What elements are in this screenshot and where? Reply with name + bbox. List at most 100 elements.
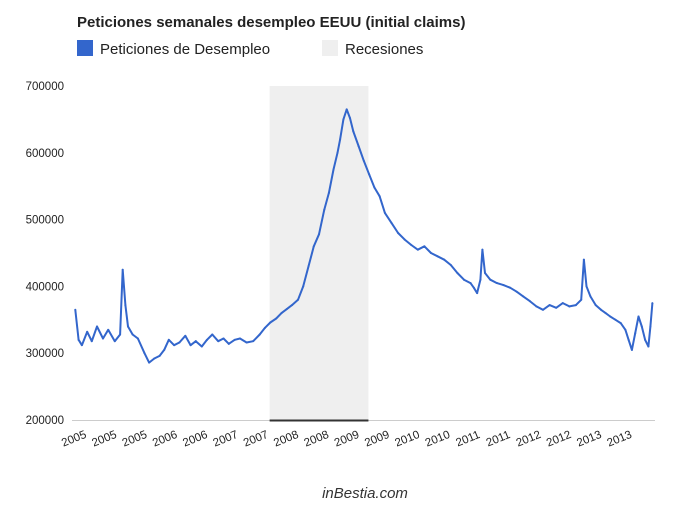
series-0-point-72 xyxy=(449,264,452,267)
x-tick-label-17: 2013 xyxy=(575,429,603,450)
series-0-point-103 xyxy=(614,318,617,321)
x-tick-label-15: 2012 xyxy=(515,429,543,450)
x-tick-label-13: 2011 xyxy=(454,429,481,449)
series-0-point-2 xyxy=(80,344,83,347)
series-0-point-53 xyxy=(342,118,345,121)
x-tick-label-0: 2005 xyxy=(60,429,88,450)
legend-label-recession: Recesiones xyxy=(345,41,423,58)
series-0-point-44 xyxy=(302,285,305,288)
series-0-point-9 xyxy=(119,333,122,336)
chart-title: Peticiones semanales desempleo EEUU (ini… xyxy=(77,14,465,31)
series-0-point-85 xyxy=(515,290,518,293)
series-0-point-95 xyxy=(580,298,583,301)
series-0-point-37 xyxy=(264,326,267,329)
series-0-point-47 xyxy=(318,233,321,236)
series-0-point-67 xyxy=(416,248,419,251)
series-0-point-62 xyxy=(383,211,386,214)
series-0-point-29 xyxy=(217,340,220,343)
series-0-point-63 xyxy=(390,221,393,224)
series-0-point-102 xyxy=(609,315,612,318)
series-0-point-5 xyxy=(96,325,99,328)
series-0-point-60 xyxy=(373,186,376,189)
series-0-point-0 xyxy=(74,308,77,311)
series-0-point-111 xyxy=(644,338,647,341)
series-0-point-74 xyxy=(462,278,465,281)
y-tick-label-4: 600000 xyxy=(26,148,64,160)
series-0-point-30 xyxy=(222,337,225,340)
series-0-point-68 xyxy=(423,245,426,248)
series-0-point-58 xyxy=(362,159,365,162)
series-0-point-113 xyxy=(649,325,652,328)
series-0-point-17 xyxy=(153,357,156,360)
series-0-point-1 xyxy=(77,338,80,341)
series-0-point-83 xyxy=(502,284,505,287)
series-0-point-92 xyxy=(561,302,564,305)
series-0-point-101 xyxy=(604,312,607,315)
series-0-point-39 xyxy=(275,317,278,320)
series-0-point-100 xyxy=(599,308,602,311)
series-0-point-10 xyxy=(121,268,124,271)
x-tick-label-5: 2007 xyxy=(212,429,240,450)
series-0-point-16 xyxy=(148,361,151,364)
series-0-point-105 xyxy=(624,328,627,331)
series-0-point-59 xyxy=(368,173,371,176)
series-0-point-45 xyxy=(307,265,310,268)
x-tick-label-2: 2005 xyxy=(121,429,149,450)
x-tick-label-18: 2013 xyxy=(606,429,634,450)
series-0-point-26 xyxy=(200,345,203,348)
series-0-point-42 xyxy=(291,304,294,307)
series-0-point-14 xyxy=(136,337,139,340)
series-0-point-71 xyxy=(443,258,446,261)
series-0-point-51 xyxy=(336,151,339,154)
series-0-point-15 xyxy=(143,352,146,355)
series-0-point-31 xyxy=(227,342,230,345)
x-tick-label-16: 2012 xyxy=(545,429,573,450)
series-0-point-8 xyxy=(113,340,116,343)
series-0-point-84 xyxy=(509,286,512,289)
series-0-point-12 xyxy=(126,325,129,328)
series-0-point-82 xyxy=(495,282,498,285)
series-0-point-28 xyxy=(211,333,214,336)
series-0-point-64 xyxy=(397,231,400,234)
series-0-point-99 xyxy=(594,304,597,307)
legend-label-claims: Peticiones de Desempleo xyxy=(100,41,270,58)
series-0-point-56 xyxy=(352,130,355,133)
series-0-point-80 xyxy=(484,272,487,275)
series-0-point-23 xyxy=(184,334,187,337)
series-0-point-97 xyxy=(585,285,588,288)
y-tick-label-0: 200000 xyxy=(26,415,64,427)
series-0-point-93 xyxy=(568,305,571,308)
series-0-point-106 xyxy=(627,338,630,341)
x-tick-label-7: 2008 xyxy=(272,429,300,450)
series-0-point-114 xyxy=(651,302,654,305)
series-0-point-79 xyxy=(481,248,484,251)
series-0-point-108 xyxy=(634,332,637,335)
x-tick-label-14: 2011 xyxy=(485,429,512,449)
x-tick-label-6: 2007 xyxy=(242,429,270,450)
series-0-point-3 xyxy=(86,330,89,333)
series-0-point-88 xyxy=(535,305,538,308)
series-0-point-94 xyxy=(574,304,577,307)
x-tick-label-1: 2005 xyxy=(90,429,118,450)
series-0-point-70 xyxy=(436,255,439,258)
recession-band xyxy=(269,86,369,420)
x-tick-label-11: 2010 xyxy=(393,429,421,450)
series-0-point-40 xyxy=(280,312,283,315)
y-tick-label-5: 700000 xyxy=(26,81,64,93)
x-tick-label-12: 2010 xyxy=(424,429,452,450)
series-0-point-87 xyxy=(528,300,531,303)
series-0-point-73 xyxy=(456,272,459,275)
y-tick-label-2: 400000 xyxy=(26,281,64,293)
series-0-point-20 xyxy=(167,338,170,341)
x-tick-label-9: 2009 xyxy=(333,429,361,450)
series-0-point-75 xyxy=(469,282,472,285)
series-0-point-48 xyxy=(323,208,326,211)
x-tick-label-8: 2008 xyxy=(302,429,330,450)
series-0-point-46 xyxy=(312,245,315,248)
series-0-point-78 xyxy=(479,278,482,281)
series-0-point-18 xyxy=(158,354,161,357)
series-0-point-98 xyxy=(589,295,592,298)
series-0-point-36 xyxy=(258,333,261,336)
legend: Peticiones de Desempleo Recesiones xyxy=(77,40,423,58)
series-0-point-112 xyxy=(647,345,650,348)
